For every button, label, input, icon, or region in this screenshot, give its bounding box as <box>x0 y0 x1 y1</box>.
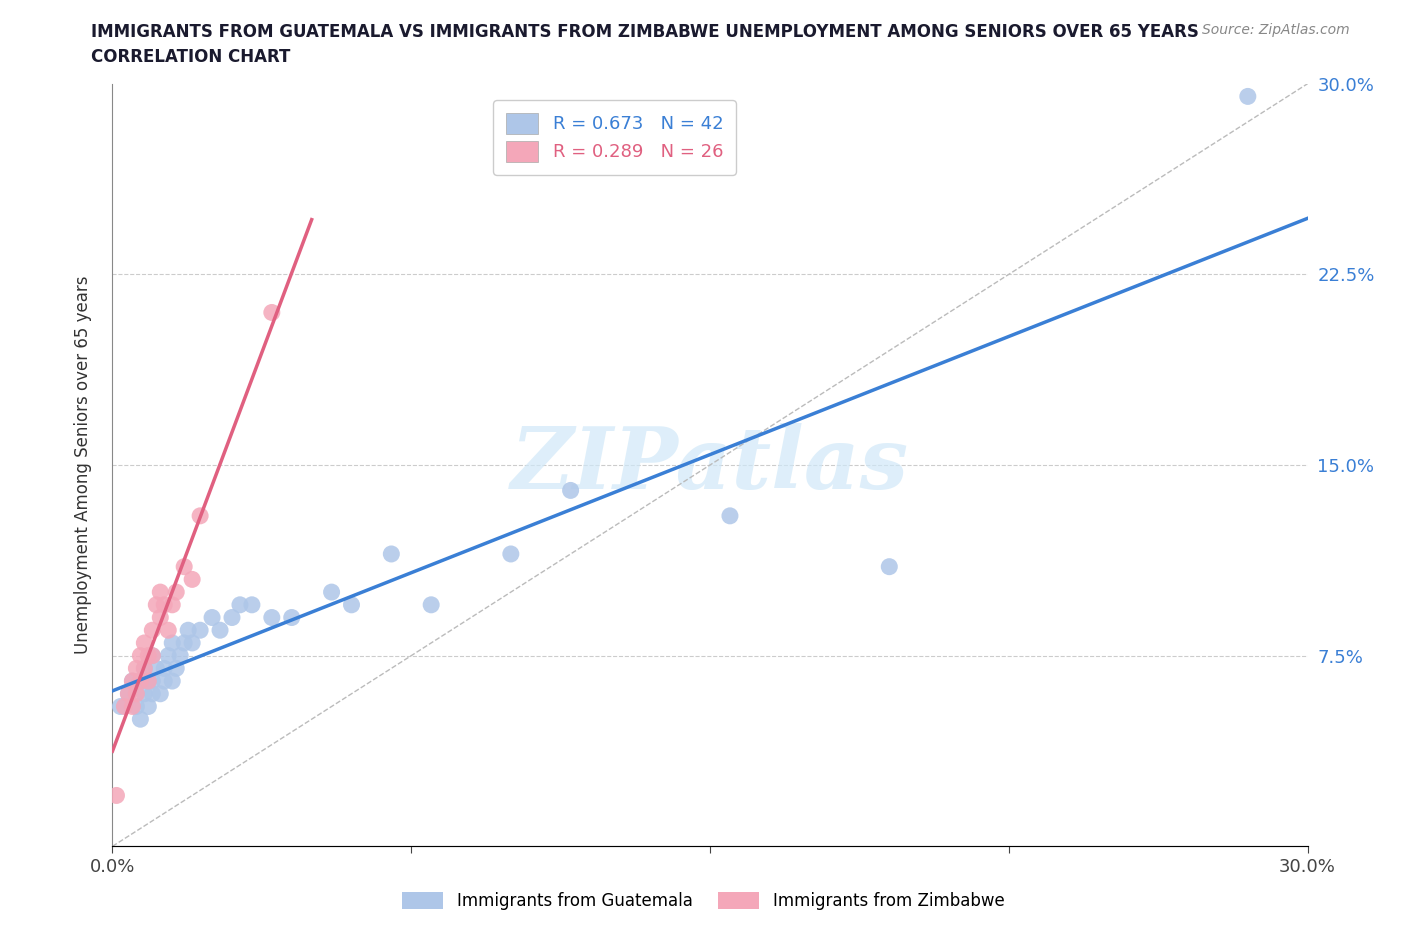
Legend: R = 0.673   N = 42, R = 0.289   N = 26: R = 0.673 N = 42, R = 0.289 N = 26 <box>494 100 735 175</box>
Point <box>153 673 176 688</box>
Point <box>145 597 167 612</box>
Point <box>134 661 156 676</box>
Point <box>149 686 172 701</box>
Point <box>110 699 132 714</box>
Point <box>149 585 172 600</box>
Point <box>165 661 187 676</box>
Point <box>121 673 143 688</box>
Point <box>129 648 152 663</box>
Point <box>188 509 211 524</box>
Point <box>134 661 156 676</box>
Point <box>260 305 283 320</box>
Point <box>162 635 183 650</box>
Point <box>157 623 180 638</box>
Point <box>162 673 183 688</box>
Point <box>560 483 582 498</box>
Point <box>114 699 135 714</box>
Point <box>718 509 741 524</box>
Point <box>141 648 163 663</box>
Point <box>281 610 304 625</box>
Point <box>420 597 443 612</box>
Point <box>240 597 263 612</box>
Legend: Immigrants from Guatemala, Immigrants from Zimbabwe: Immigrants from Guatemala, Immigrants fr… <box>395 885 1011 917</box>
Point <box>162 597 183 612</box>
Point <box>134 686 156 701</box>
Point <box>129 673 152 688</box>
Point <box>138 673 160 688</box>
Point <box>260 610 283 625</box>
Point <box>105 788 128 803</box>
Point <box>125 686 148 701</box>
Point <box>121 673 143 688</box>
Point <box>499 547 522 562</box>
Point <box>117 686 139 701</box>
Point <box>149 610 172 625</box>
Point <box>138 673 160 688</box>
Point <box>138 699 160 714</box>
Point <box>879 559 901 574</box>
Point <box>125 661 148 676</box>
Point <box>173 635 195 650</box>
Point <box>153 661 176 676</box>
Point <box>129 711 152 726</box>
Point <box>177 623 200 638</box>
Text: Source: ZipAtlas.com: Source: ZipAtlas.com <box>1202 23 1350 37</box>
Point <box>221 610 243 625</box>
Point <box>117 686 139 701</box>
Point <box>229 597 252 612</box>
Point <box>141 673 163 688</box>
Y-axis label: Unemployment Among Seniors over 65 years: Unemployment Among Seniors over 65 years <box>73 276 91 654</box>
Point <box>157 648 180 663</box>
Point <box>209 623 232 638</box>
Point <box>188 623 211 638</box>
Point <box>153 597 176 612</box>
Point <box>201 610 224 625</box>
Point <box>1237 89 1260 104</box>
Point <box>121 699 143 714</box>
Point <box>321 585 343 600</box>
Point <box>173 559 195 574</box>
Text: ZIPatlas: ZIPatlas <box>510 423 910 507</box>
Point <box>340 597 363 612</box>
Point <box>141 623 163 638</box>
Point <box>169 648 191 663</box>
Point <box>141 686 163 701</box>
Point <box>141 648 163 663</box>
Point <box>125 699 148 714</box>
Point <box>181 572 204 587</box>
Point <box>129 673 152 688</box>
Point <box>134 635 156 650</box>
Point <box>165 585 187 600</box>
Text: CORRELATION CHART: CORRELATION CHART <box>91 48 291 66</box>
Point <box>138 648 160 663</box>
Point <box>145 661 167 676</box>
Text: IMMIGRANTS FROM GUATEMALA VS IMMIGRANTS FROM ZIMBABWE UNEMPLOYMENT AMONG SENIORS: IMMIGRANTS FROM GUATEMALA VS IMMIGRANTS … <box>91 23 1199 41</box>
Point <box>380 547 402 562</box>
Point <box>181 635 204 650</box>
